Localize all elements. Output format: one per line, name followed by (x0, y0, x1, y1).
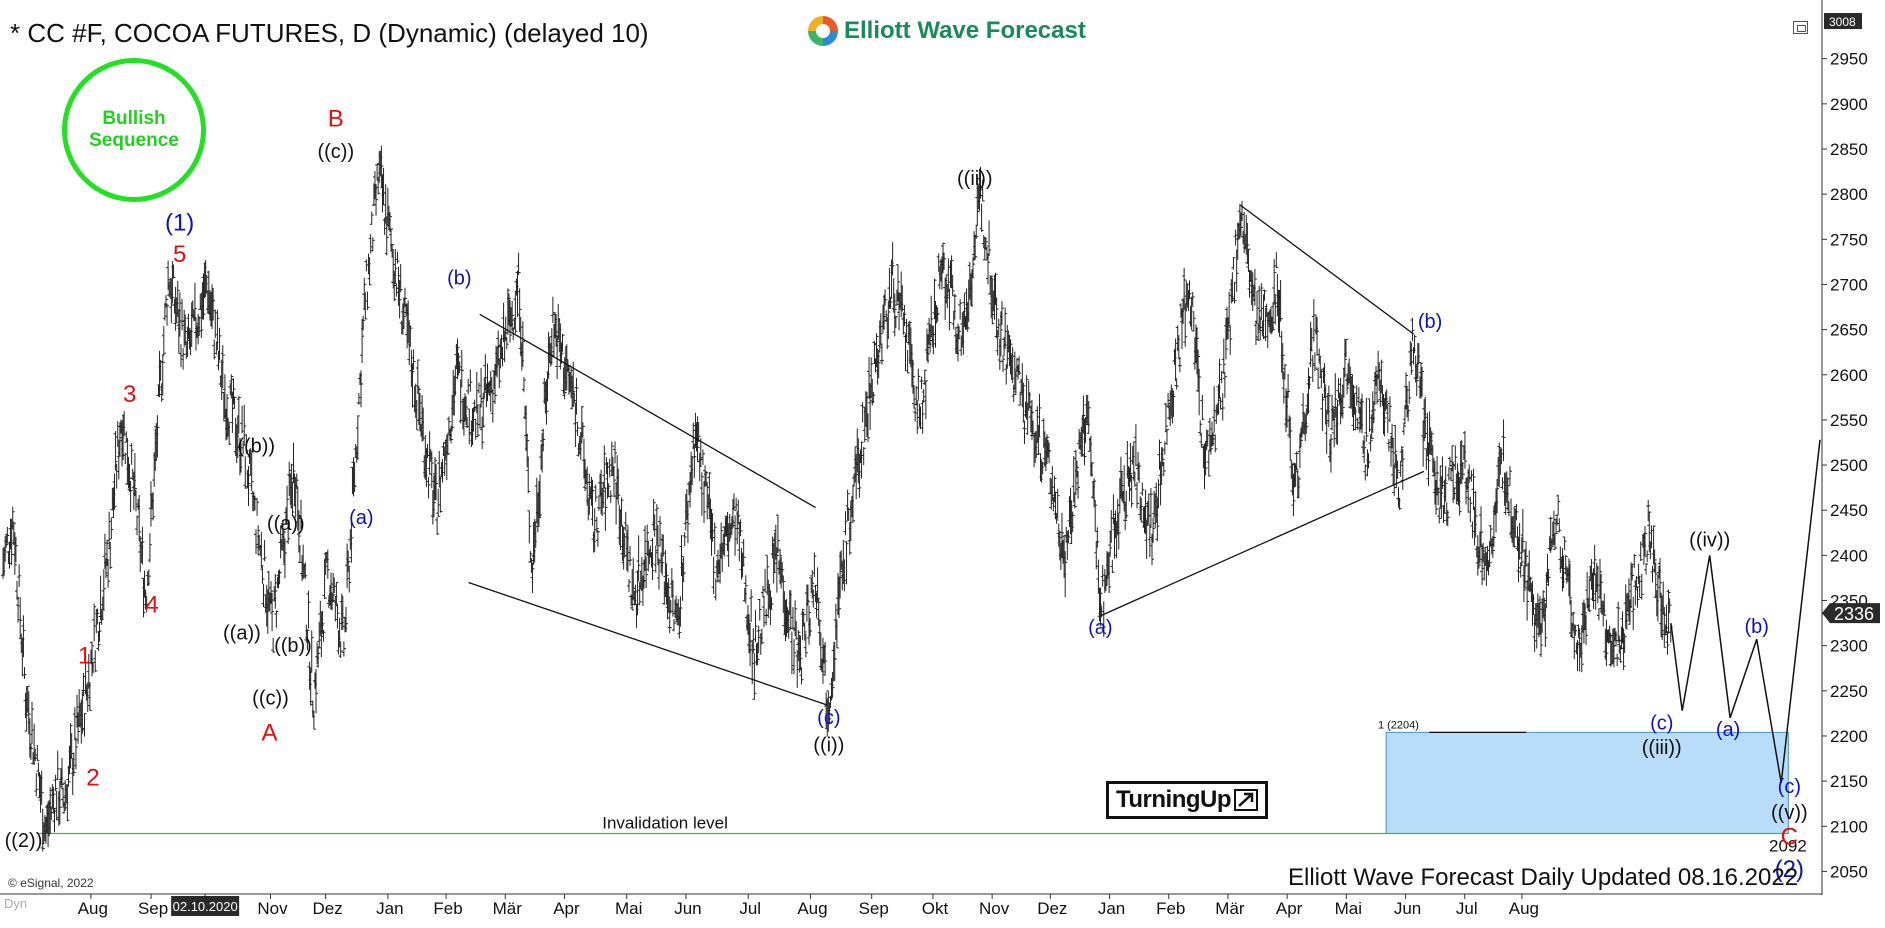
target-zone-label: 1 (2204) (1378, 719, 1419, 731)
target-zone (1386, 732, 1788, 833)
invalidation-label: Invalidation level (602, 813, 728, 832)
